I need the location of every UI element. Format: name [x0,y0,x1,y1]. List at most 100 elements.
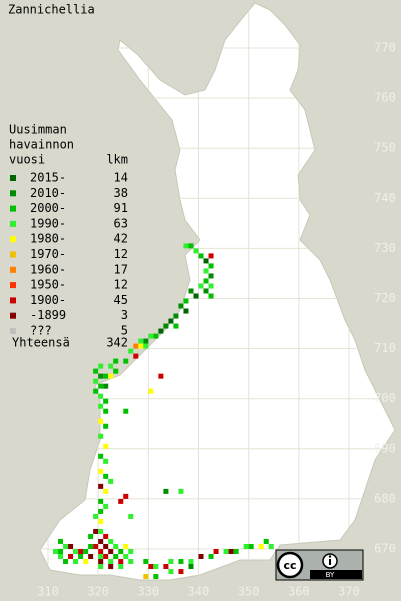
grid-square [103,473,109,479]
legend-count: 12 [114,247,128,261]
x-tick-label: 370 [338,585,360,599]
legend-count: 63 [114,216,128,230]
y-tick-label: 710 [374,341,396,355]
grid-square [58,548,64,555]
grid-square [198,554,204,560]
grid-square [248,543,254,549]
y-tick-label: 700 [374,391,396,405]
grid-square [58,538,64,544]
x-tick-label: 310 [37,585,59,599]
grid-square [88,533,94,539]
grid-square [208,293,214,299]
grid-square [93,543,99,549]
grid-square [103,543,109,549]
grid-square [203,288,209,294]
grid-square [143,343,149,349]
grid-square [98,403,104,409]
legend-count: 5 [121,324,128,338]
grid-square [148,388,154,394]
grid-square [208,263,214,269]
grid-square [63,543,69,549]
grid-square [193,248,199,254]
legend-swatch [10,190,16,197]
grid-square [103,423,109,429]
legend-label: 1900- [30,293,66,307]
grid-square [98,528,104,534]
legend-heading: havainnon [9,138,74,152]
grid-square [98,433,104,439]
grid-square [153,564,159,570]
legend-swatch [10,236,16,243]
grid-square [83,559,89,565]
grid-square [133,353,139,359]
grid-square [143,338,149,344]
grid-square [163,488,169,494]
title: Zannichellia [8,3,95,17]
legend-swatch [10,205,16,212]
grid-square [158,328,164,334]
legend-count: 38 [114,186,128,200]
grid-square [98,518,104,524]
grid-square [123,493,129,499]
total-count: 342 [106,336,128,350]
grid-square [93,368,99,374]
grid-square [123,554,129,560]
grid-square [103,488,109,494]
grid-square [203,258,209,264]
legend-swatch [10,220,16,227]
grid-square [228,548,234,555]
grid-square [98,564,104,570]
y-tick-label: 740 [374,191,396,205]
legend-label: 1980- [30,232,66,246]
grid-square [153,574,159,580]
grid-square [93,378,99,384]
country-outline [39,2,396,581]
x-tick-label: 340 [188,585,210,599]
squares [53,243,274,580]
grid-square [98,559,104,565]
grid-square [103,503,109,509]
legend-label: 2000- [30,201,66,215]
grid-square [108,363,114,369]
cc-text: cc [283,559,296,572]
grid-square [98,373,104,379]
grid-square [208,273,214,279]
legend-label: ??? [30,324,52,338]
grid-square [268,543,274,549]
legend-label: 1990- [30,216,66,230]
grid-square [173,323,179,329]
x-tick-label: 350 [238,585,260,599]
grid-square [203,268,209,274]
grid-square [193,293,199,299]
grid-square [103,398,109,404]
y-tick-label: 670 [374,542,396,556]
legend-count: 91 [114,201,128,215]
grid-square [103,554,109,560]
grid-square [73,559,79,565]
legend-label: 1960- [30,262,66,276]
grid-square [98,538,104,544]
grid-square [198,253,204,259]
grid-square [103,408,109,414]
y-tick-label: 690 [374,441,396,455]
grid-square [93,388,99,394]
grid-square [93,528,99,534]
ticks: 310 320 330 340 350 360 370 670 680 690 700 710 720 7… [37,41,396,599]
grid-square [188,243,194,249]
grid-square [108,538,114,544]
grid-square [128,559,134,565]
grid-square [68,554,74,560]
grid-square [103,533,109,539]
x-tick-label: 320 [87,585,109,599]
grid-square [213,548,219,555]
legend-swatch [10,297,16,304]
license-badge: cc BY [275,549,364,581]
grid-square [198,283,204,289]
grid-square [98,418,104,424]
legend-label: 2010- [30,186,66,200]
by-glyph-dot [328,555,332,558]
grid-square [118,564,124,570]
grid-square [143,574,149,580]
